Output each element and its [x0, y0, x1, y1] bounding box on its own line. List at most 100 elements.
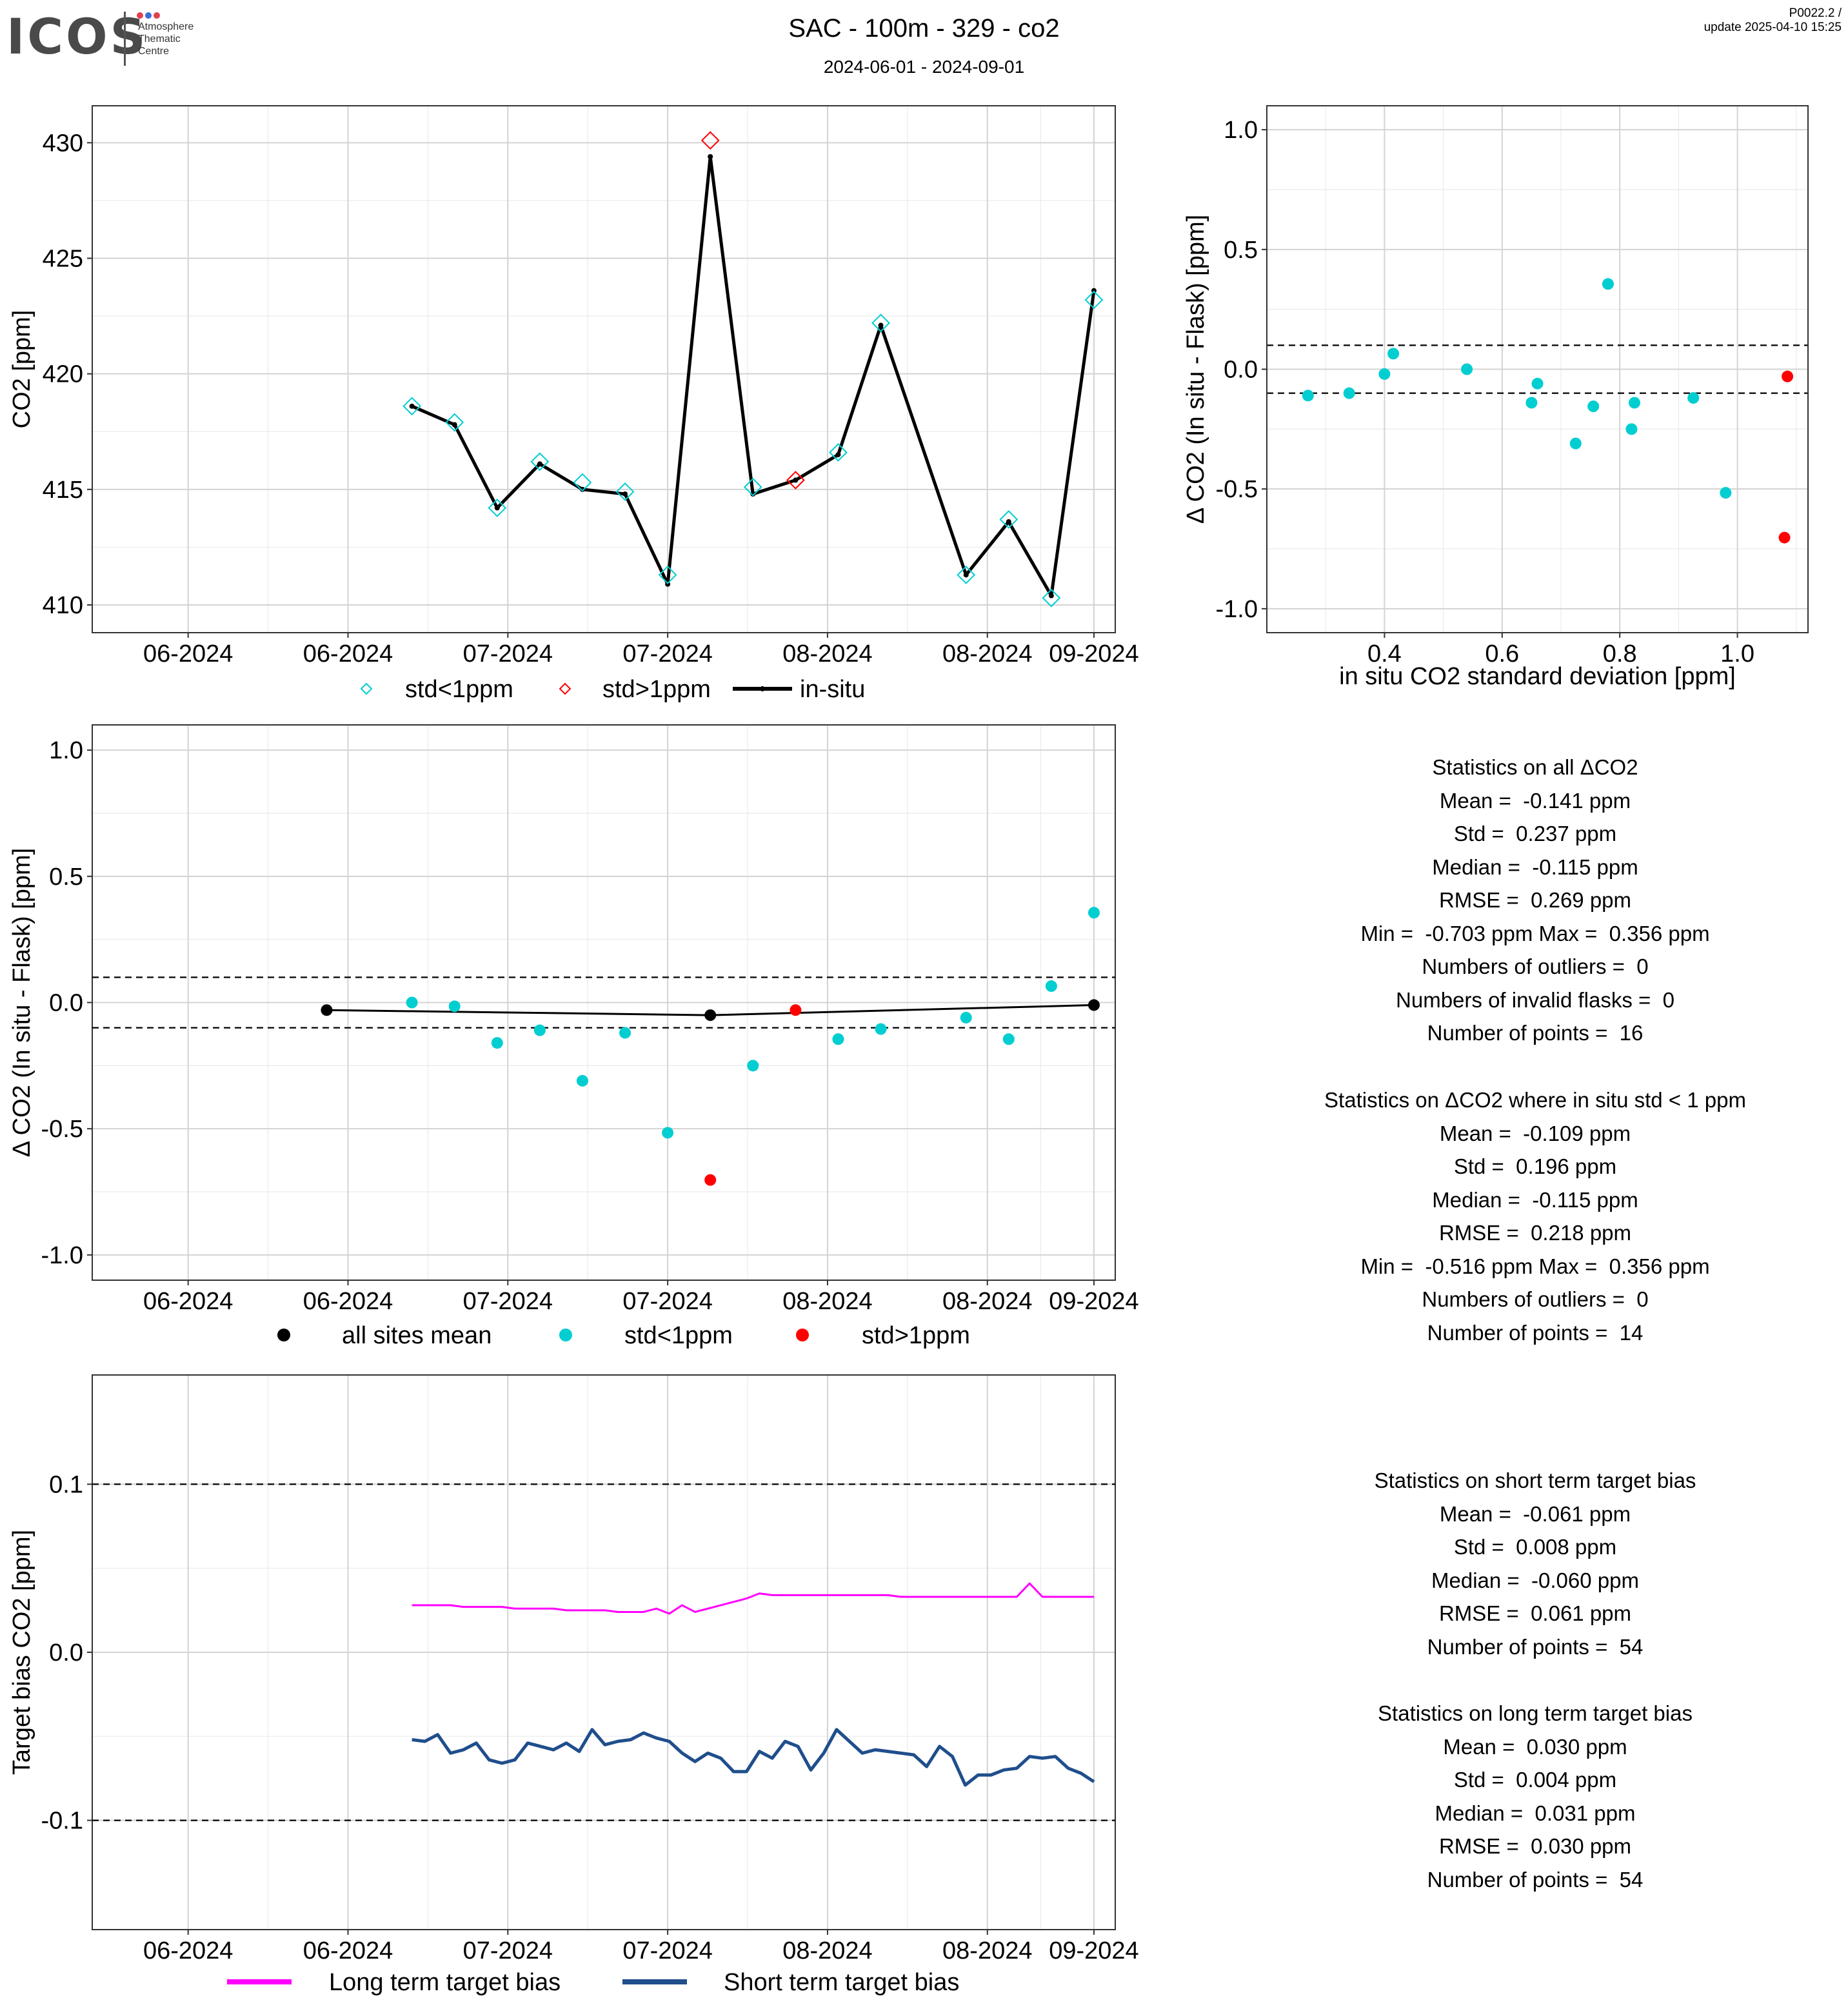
x-tick-label: 07-2024 — [463, 1288, 553, 1315]
stats-line: Statistics on long term target bias — [1378, 1701, 1693, 1725]
stats-line: Std = 0.196 ppm — [1453, 1154, 1617, 1178]
in-situ-point — [1048, 593, 1054, 598]
logo-dots-icon — [137, 10, 162, 22]
stats-line: Number of points = 16 — [1427, 1021, 1644, 1045]
legend-label: std<1ppm — [405, 676, 513, 703]
std-lt-1ppm-point — [1587, 400, 1600, 413]
legend-point-icon — [760, 686, 765, 691]
y-tick-label: 425 — [43, 246, 83, 273]
std-lt-1ppm-point — [1002, 1033, 1015, 1045]
x-tick-label: 0.4 — [1367, 640, 1402, 667]
flask-std-gt-1ppm-marker — [700, 131, 720, 150]
y-tick-label: -0.1 — [41, 1808, 83, 1835]
in-situ-point — [793, 477, 799, 483]
update-text: update 2025-04-10 15:25 — [1704, 21, 1842, 34]
flask-std-lt-1ppm-marker — [999, 510, 1018, 529]
stats-line: Mean = -0.109 ppm — [1439, 1121, 1631, 1145]
icos-logo: ICOS — [6, 8, 148, 65]
y-tick-label: 430 — [43, 130, 83, 157]
delta-timeseries-chart: 06-2024 06-2024 07-2024 07-2024 08-2024 08-20… — [8, 724, 1139, 1349]
stats-line: Number of points = 54 — [1427, 1867, 1644, 1892]
x-tick-label: 08-2024 — [942, 1937, 1032, 1964]
stats-line: Number of points = 54 — [1427, 1634, 1644, 1659]
std-lt-1ppm-point — [832, 1033, 844, 1045]
x-tick-label: 06-2024 — [303, 1937, 393, 1964]
y-tick-label: 420 — [43, 361, 83, 388]
legend-label: in-situ — [800, 676, 865, 703]
x-tick-label: 0.8 — [1603, 640, 1637, 667]
std-lt-1ppm-point — [1628, 397, 1640, 409]
y-tick-label: 0.0 — [49, 1639, 83, 1666]
std-lt-1ppm-point — [1461, 363, 1473, 375]
logo-sub-line: Centre — [138, 46, 170, 57]
stats-line: Min = -0.516 ppm Max = 0.356 ppm — [1360, 1254, 1710, 1278]
std-lt-1ppm-point — [960, 1011, 972, 1023]
std-lt-1ppm-point — [1531, 377, 1544, 390]
flask-std-lt-1ppm-marker — [1084, 290, 1104, 310]
flask-std-lt-1ppm-marker — [573, 473, 592, 492]
flask-std-lt-1ppm-marker — [658, 566, 677, 584]
stats-line: Number of points = 14 — [1427, 1320, 1644, 1345]
date-range: 2024-06-01 - 2024-09-01 — [823, 57, 1025, 77]
flask-std-lt-1ppm-marker — [829, 443, 848, 462]
logo-separator — [124, 12, 126, 66]
stats-line: Median = 0.031 ppm — [1435, 1801, 1636, 1825]
stats-all-block: Statistics on all ΔCO2 Mean = -0.141 ppm… — [1226, 751, 1845, 1050]
x-tick-label: 06-2024 — [303, 640, 393, 667]
flask-std-lt-1ppm-marker — [530, 452, 550, 471]
stats-line: Std = 0.237 ppm — [1453, 822, 1617, 845]
stats-line: Numbers of invalid flasks = 0 — [1396, 987, 1674, 1012]
logo-sub-line: Atmosphere — [138, 21, 194, 32]
stats-line: Median = -0.060 ppm — [1431, 1568, 1639, 1592]
stats-line: Statistics on all ΔCO2 — [1432, 755, 1638, 779]
flask-std-lt-1ppm-marker — [743, 477, 762, 497]
y-axis-label: Δ CO2 (In situ - Flask) [ppm] — [8, 848, 35, 1157]
y-tick-label: -0.5 — [41, 1116, 83, 1143]
y-tick-label: 1.0 — [1224, 117, 1258, 144]
long-term-bias-line — [412, 1582, 1094, 1615]
flask-std-lt-1ppm-marker — [445, 413, 464, 432]
stats-line: Min = -0.703 ppm Max = 0.356 ppm — [1360, 921, 1710, 945]
x-tick-label: 09-2024 — [1049, 640, 1138, 667]
x-tick-label: 06-2024 — [143, 1937, 233, 1964]
x-tick-label: 07-2024 — [463, 640, 553, 667]
flask-std-gt-1ppm-marker — [786, 471, 805, 489]
all-sites-mean-point — [704, 1009, 717, 1022]
std-lt-1ppm-point — [1045, 980, 1057, 993]
stats-line: Std = 0.008 ppm — [1453, 1535, 1617, 1559]
all-sites-mean-point — [1088, 999, 1100, 1011]
std-gt-1ppm-point — [1778, 531, 1791, 544]
std-lt-1ppm-point — [448, 1000, 461, 1013]
in-situ-point — [409, 403, 415, 409]
std-gt-1ppm-point — [704, 1174, 717, 1186]
x-tick-label: 07-2024 — [622, 640, 712, 667]
stats-line: Mean = -0.141 ppm — [1439, 788, 1631, 813]
std-lt-1ppm-point — [576, 1074, 588, 1087]
in-situ-point — [537, 461, 542, 467]
stats-line: RMSE = 0.269 ppm — [1438, 888, 1632, 912]
stats-line: Median = -0.115 ppm — [1432, 1187, 1638, 1212]
x-tick-label: 07-2024 — [463, 1937, 553, 1964]
in-situ-point — [963, 572, 969, 578]
std-lt-1ppm-point — [1625, 423, 1638, 435]
legend-label: std>1ppm — [602, 676, 711, 703]
logo-sub-line: Thematic — [138, 34, 181, 44]
stats-line: Mean = -0.061 ppm — [1439, 1501, 1631, 1526]
stats-line: Numbers of outliers = 0 — [1422, 1287, 1649, 1311]
plot-area — [92, 106, 1115, 633]
std-lt-1ppm-point — [1302, 390, 1314, 402]
std-lt-1ppm-point — [406, 996, 418, 1009]
in-situ-point — [494, 505, 500, 511]
std-lt-1ppm-point — [1387, 348, 1400, 360]
y-tick-label: 1.0 — [49, 737, 83, 764]
stats-line: Numbers of outliers = 0 — [1422, 954, 1649, 978]
flask-std-lt-1ppm-marker — [1042, 588, 1061, 608]
std-lt-1ppm-point — [1720, 487, 1732, 499]
std-lt-1ppm-point — [1088, 907, 1100, 919]
std-lt-1ppm-point — [1343, 387, 1355, 399]
y-tick-label: 0.0 — [1224, 357, 1258, 384]
y-axis-label: Target bias CO2 [ppm] — [8, 1530, 35, 1775]
x-tick-label: 06-2024 — [143, 1288, 233, 1315]
in-situ-point — [1006, 519, 1011, 524]
in-situ-point — [622, 491, 628, 497]
